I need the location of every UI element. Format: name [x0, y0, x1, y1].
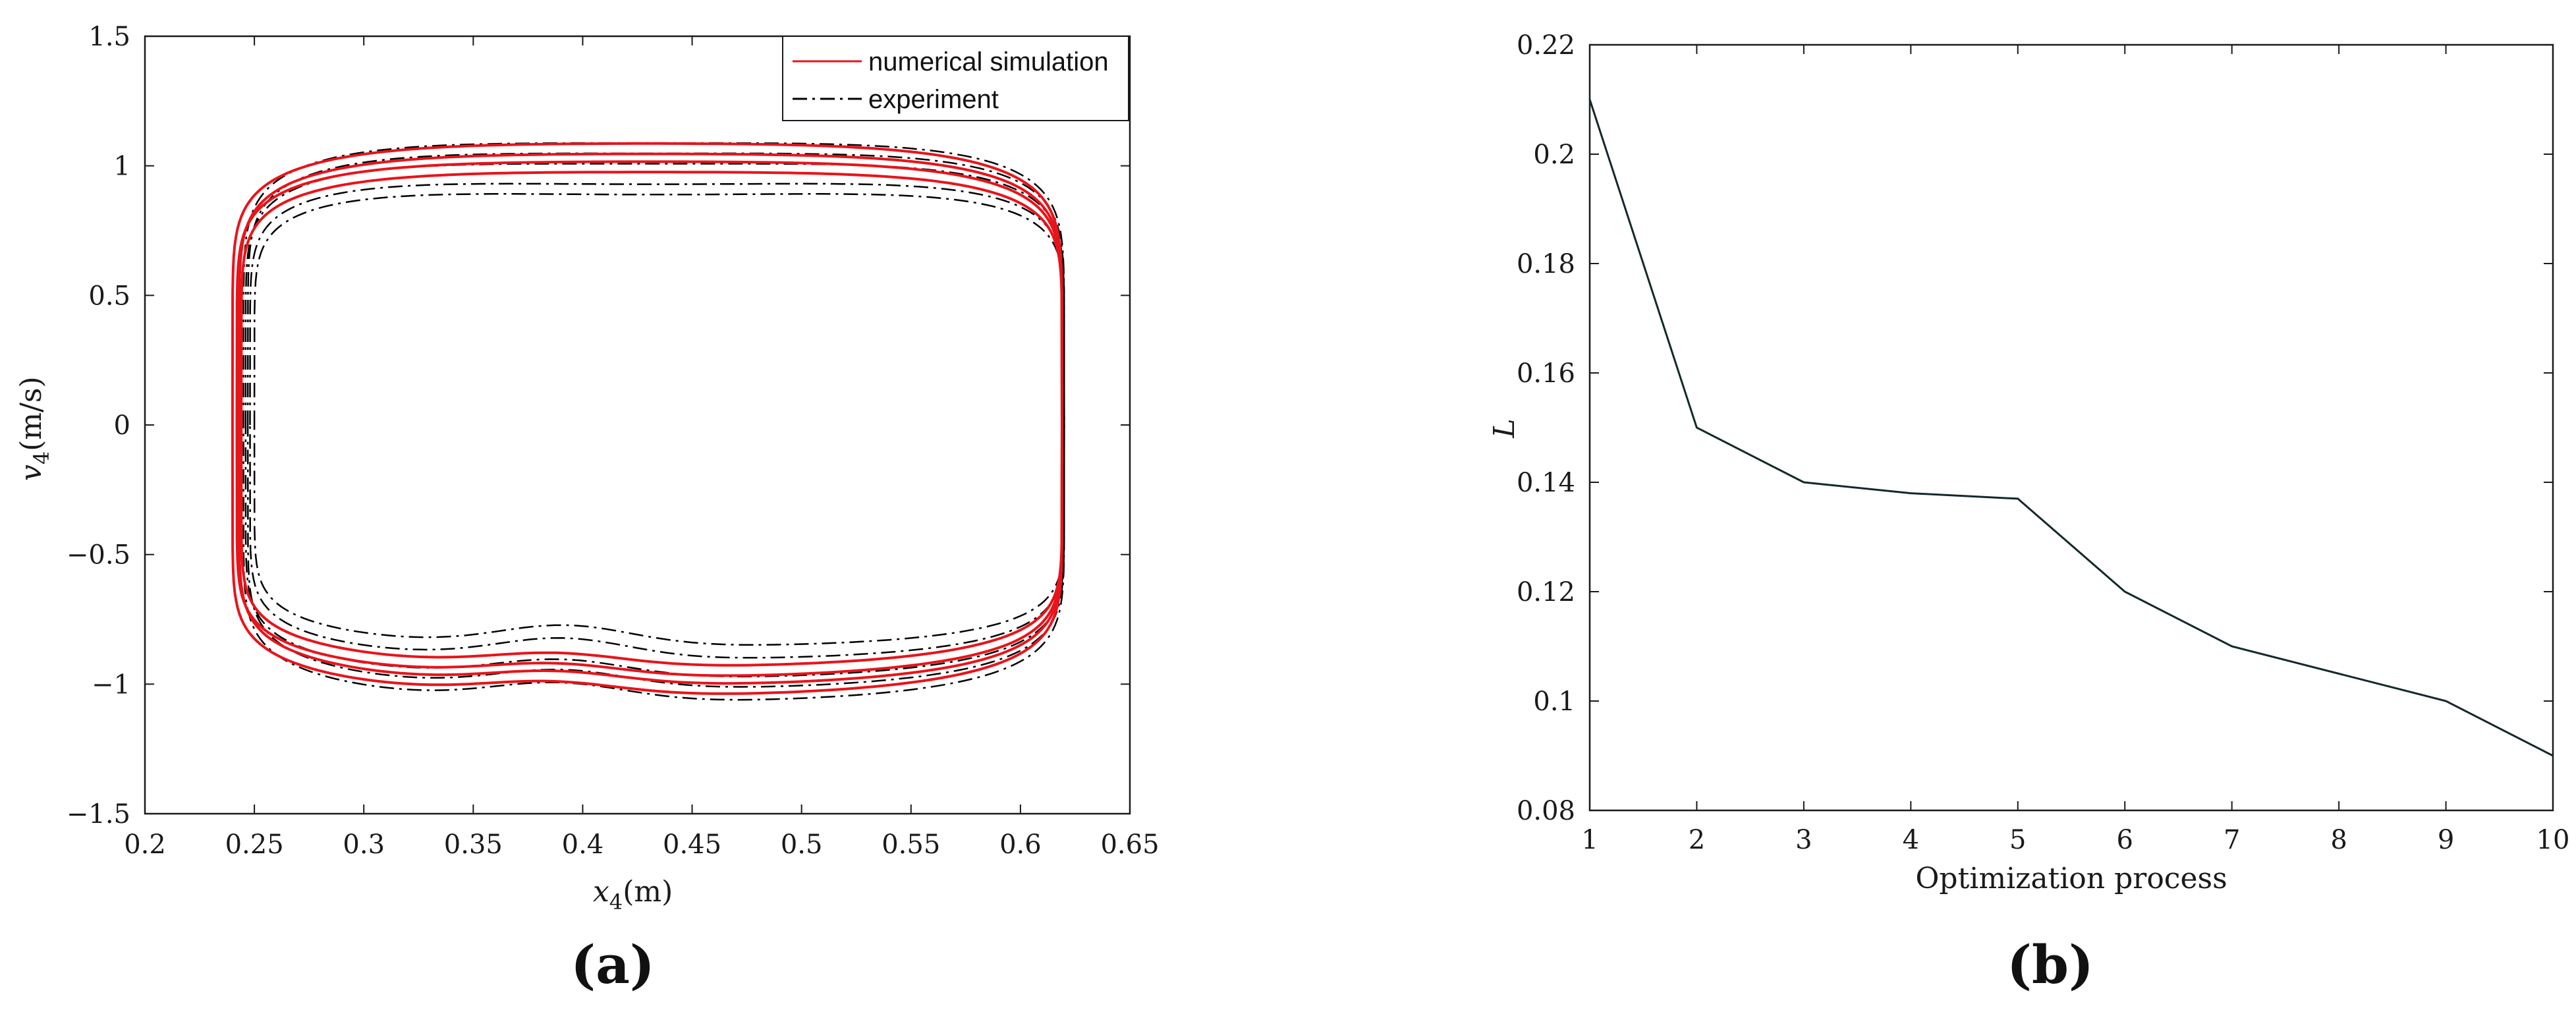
- panel-b-y-axis-label: L: [1488, 418, 1521, 438]
- x-tick-label: 7: [2224, 825, 2240, 855]
- y-tick-label: 0.14: [1517, 468, 1575, 498]
- x-tick-label: 8: [2330, 825, 2347, 855]
- y-tick-label: 0.1: [1533, 687, 1575, 717]
- legend-label-experiment: experiment: [868, 85, 999, 114]
- y-tick-label: 0.16: [1517, 358, 1575, 389]
- x-tick-label: 0.3: [343, 830, 385, 860]
- y-tick-label: −1: [92, 669, 130, 700]
- loss-line: [1588, 99, 2554, 757]
- panel-a-y-axis-label: v4(m/s): [14, 376, 54, 481]
- legend-label-numerical-simulation: numerical simulation: [868, 47, 1109, 76]
- panel-a-label: (a): [571, 934, 655, 996]
- x-tick-label: 0.45: [663, 830, 721, 860]
- panel-b-plot-frame: [1588, 43, 2554, 812]
- x-tick-label: 4: [1903, 825, 1919, 855]
- panel-b-optimization: 1 2 3 4 5 6 7 8 9 10 0.22 0.2 0.18 0.16 0.14 0.12 0.1 0.0…: [1488, 30, 2569, 996]
- panel-a-ticks: 0.2 0.25 0.3 0.35 0.4 0.45 0.5 0.55 0.6 0.65 1.5 1 0…: [67, 22, 1160, 860]
- simulation-loop: [237, 152, 1064, 685]
- panel-b-x-axis-label: Optimization process: [1915, 862, 2227, 895]
- x-tick-label: 3: [1795, 825, 1812, 855]
- y-tick-label: 1: [114, 152, 130, 182]
- y-tick-label: 0.18: [1517, 249, 1575, 279]
- y-tick-label: −1.5: [67, 799, 130, 830]
- experiment-loop: [246, 152, 1065, 688]
- y-tick-label: 1.5: [88, 22, 130, 52]
- panel-a-x-axis-label: x4(m): [593, 875, 673, 915]
- x-tick-label: 0.6: [999, 830, 1042, 860]
- y-tick-label: 0.12: [1517, 577, 1575, 607]
- y-tick-label: 0.08: [1517, 796, 1575, 826]
- x-axis-var: x: [593, 875, 609, 909]
- panel-a-curves: [231, 142, 1065, 701]
- x-tick-label: 5: [2009, 825, 2026, 855]
- x-tick-label: 0.35: [444, 830, 503, 860]
- y-tick-label: 0: [114, 410, 130, 441]
- x-tick-label: 0.2: [124, 830, 166, 860]
- x-tick-label: 2: [1689, 825, 1705, 855]
- x-tick-label: 0.5: [781, 830, 823, 860]
- legend-box: [782, 36, 1129, 121]
- panel-b-label: (b): [2007, 934, 2094, 996]
- y-axis-unit: (m/s): [14, 376, 48, 451]
- x-axis-unit: (m): [623, 875, 673, 909]
- y-tick-label: 0.2: [1533, 140, 1575, 170]
- panel-a-phase-portrait: 0.2 0.25 0.3 0.35 0.4 0.45 0.5 0.55 0.6 0.65 1.5 1 0…: [14, 22, 1160, 996]
- x-tick-label: 0.65: [1100, 830, 1159, 860]
- y-tick-label: −0.5: [67, 540, 130, 571]
- x-tick-label: 0.55: [882, 830, 940, 860]
- y-axis-sub: 4: [29, 451, 54, 465]
- x-tick-label: 6: [2116, 825, 2133, 855]
- panel-b-curves: [1588, 99, 2554, 757]
- x-tick-label: 1: [1581, 825, 1598, 855]
- x-tick-label: 9: [2438, 825, 2454, 855]
- x-tick-label: 0.4: [562, 830, 604, 860]
- y-tick-label: 0.5: [88, 281, 130, 311]
- y-tick-label: 0.22: [1517, 30, 1575, 61]
- x-tick-label: 0.25: [225, 830, 284, 860]
- experiment-loop: [253, 193, 1065, 646]
- legend: numerical simulation experiment: [782, 36, 1129, 121]
- panel-b-ticks: 1 2 3 4 5 6 7 8 9 10 0.22 0.2 0.18 0.16 0.14 0.12 0.1 0.0…: [1517, 30, 2570, 855]
- x-axis-sub: 4: [609, 889, 623, 915]
- y-axis-var: v: [14, 465, 48, 481]
- x-tick-label: 10: [2536, 825, 2570, 855]
